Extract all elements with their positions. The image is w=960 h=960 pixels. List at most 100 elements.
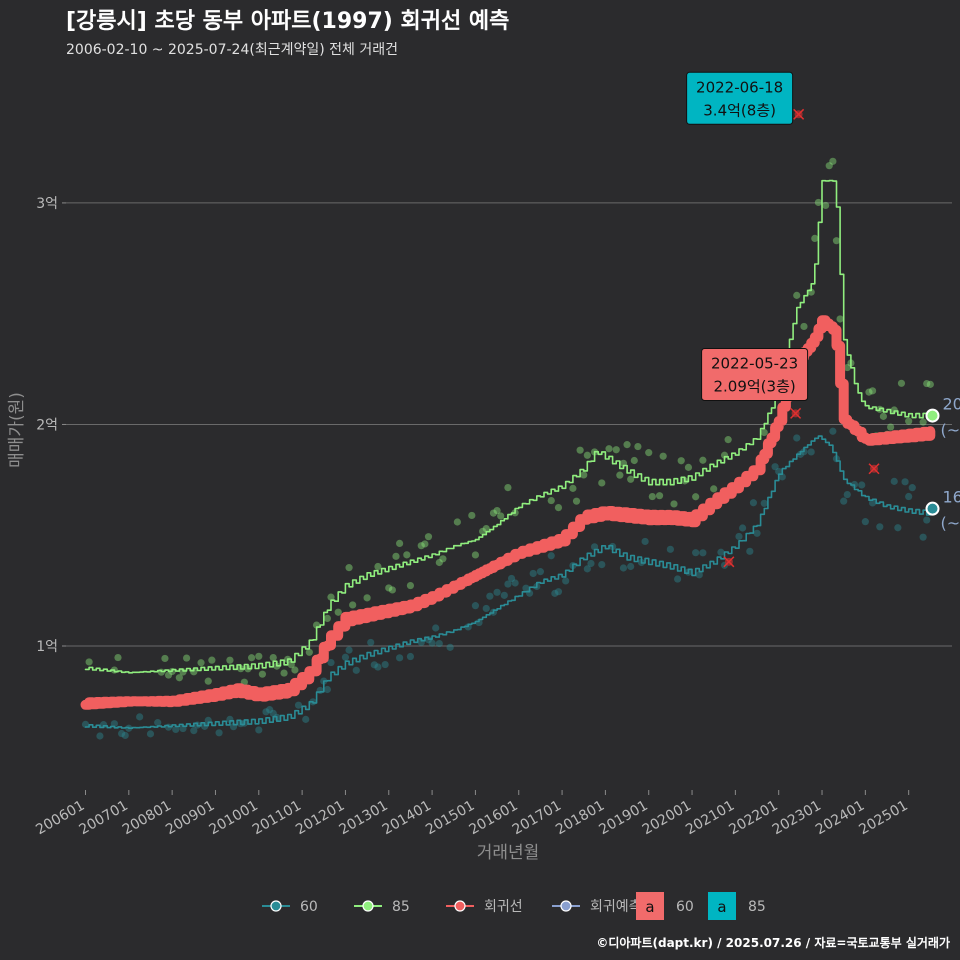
x-tick-label: 201101 xyxy=(250,798,304,839)
scatter-point xyxy=(749,499,758,507)
scatter-point xyxy=(868,499,877,507)
scatter-point xyxy=(258,670,267,678)
scatter-point xyxy=(255,726,263,734)
scatter-point xyxy=(215,729,223,737)
x-tick-label: 200801 xyxy=(120,798,174,839)
scatter-point xyxy=(370,661,378,669)
scatter-point xyxy=(717,548,725,556)
scatter-point xyxy=(695,571,703,579)
scatter-point xyxy=(110,720,118,728)
scatter-point xyxy=(262,708,270,716)
scatter-point xyxy=(161,654,169,663)
scatter-point xyxy=(363,594,371,602)
scatter-point xyxy=(634,442,642,451)
outlier-marks xyxy=(723,108,880,568)
scatter-point xyxy=(641,537,649,546)
scatter-point xyxy=(504,580,512,588)
scatter-point xyxy=(536,568,545,576)
scatter-point xyxy=(432,624,440,632)
scatter-point xyxy=(374,663,382,671)
scatter-point xyxy=(840,497,848,505)
scatter-point xyxy=(482,604,490,613)
scatter-point xyxy=(811,234,819,243)
y-tick-label: 1억 xyxy=(36,639,58,655)
scatter-point xyxy=(587,559,595,568)
outlier-x-mark xyxy=(723,556,735,568)
scatter-point xyxy=(507,574,516,583)
scatter-point xyxy=(793,434,801,442)
scatter-point xyxy=(327,658,335,667)
scatter-point xyxy=(583,451,591,459)
scatter-point xyxy=(879,412,888,420)
end-point xyxy=(925,408,940,423)
scatter-point xyxy=(580,471,588,479)
scatter-point xyxy=(627,475,635,483)
scatter-point xyxy=(479,527,487,535)
scatter-point xyxy=(623,441,631,449)
scatter-point xyxy=(905,492,913,501)
scatter-point xyxy=(497,512,505,520)
scatter-point xyxy=(699,456,707,464)
scatter-point xyxy=(616,471,624,479)
scatter-point xyxy=(396,539,404,548)
scatter-point xyxy=(919,533,927,541)
scatter-point xyxy=(96,732,104,740)
scatter-point xyxy=(655,492,664,500)
scatter-point xyxy=(598,560,606,569)
scatter-point xyxy=(255,652,263,660)
end-value-label: 20,369 xyxy=(943,395,960,414)
legend-box-glyph: a xyxy=(645,898,654,916)
scatter-point xyxy=(504,484,512,492)
x-tick-label: 200601 xyxy=(33,798,87,839)
x-tick-label: 202401 xyxy=(813,798,867,839)
scatter-point xyxy=(291,666,299,674)
gridlines xyxy=(66,202,952,647)
scatter-point xyxy=(247,654,256,662)
scatter-point xyxy=(778,473,786,481)
scatter-point xyxy=(836,315,844,323)
x-tick-label: 201401 xyxy=(380,798,434,839)
scatter-point xyxy=(435,639,443,648)
scatter-point xyxy=(724,436,732,444)
x-tick-label: 201801 xyxy=(553,798,607,839)
end-point xyxy=(925,501,940,516)
scatter-point xyxy=(406,652,415,661)
scatter-point xyxy=(114,653,122,662)
scatter-point xyxy=(204,677,212,685)
scatter-point xyxy=(814,198,823,207)
scatter-point xyxy=(345,646,353,654)
annotation-box xyxy=(686,71,794,125)
legend-label: 회귀선 xyxy=(484,899,523,915)
scatter-point xyxy=(800,322,808,331)
legend-box xyxy=(636,892,664,920)
scatter-point xyxy=(349,601,357,609)
scatter-point xyxy=(738,524,747,532)
scatter-point xyxy=(775,467,783,476)
scatter-point xyxy=(771,463,779,471)
scatter-point xyxy=(424,533,433,541)
x-tick-label: 202501 xyxy=(856,798,910,839)
scatter-point xyxy=(428,639,436,647)
legend: 60 85 회귀선 회귀예측 a 60 a 85 xyxy=(262,892,766,920)
outlier-x-mark xyxy=(868,463,880,475)
scatter-point xyxy=(598,479,606,487)
scatter-point xyxy=(190,727,198,735)
annotation-value: 3.4억(8층) xyxy=(703,101,776,119)
scatter-point xyxy=(392,552,400,560)
scatter-point xyxy=(547,496,555,505)
scatter-point xyxy=(576,446,584,454)
scatter-point xyxy=(367,638,375,647)
scatter-point xyxy=(522,584,530,592)
x-axis: 2006012007012008012009012010012011012012… xyxy=(33,790,911,839)
scatter-point xyxy=(861,518,869,526)
scatter-point xyxy=(81,720,90,728)
scatter-point xyxy=(692,493,700,501)
scatter-point xyxy=(832,237,841,245)
scatter-point xyxy=(554,588,563,596)
scatter-point xyxy=(793,291,801,299)
scatter-point xyxy=(630,456,638,465)
scatter-point xyxy=(822,201,830,210)
scatter-point xyxy=(305,648,313,656)
scatter-point xyxy=(146,730,155,738)
